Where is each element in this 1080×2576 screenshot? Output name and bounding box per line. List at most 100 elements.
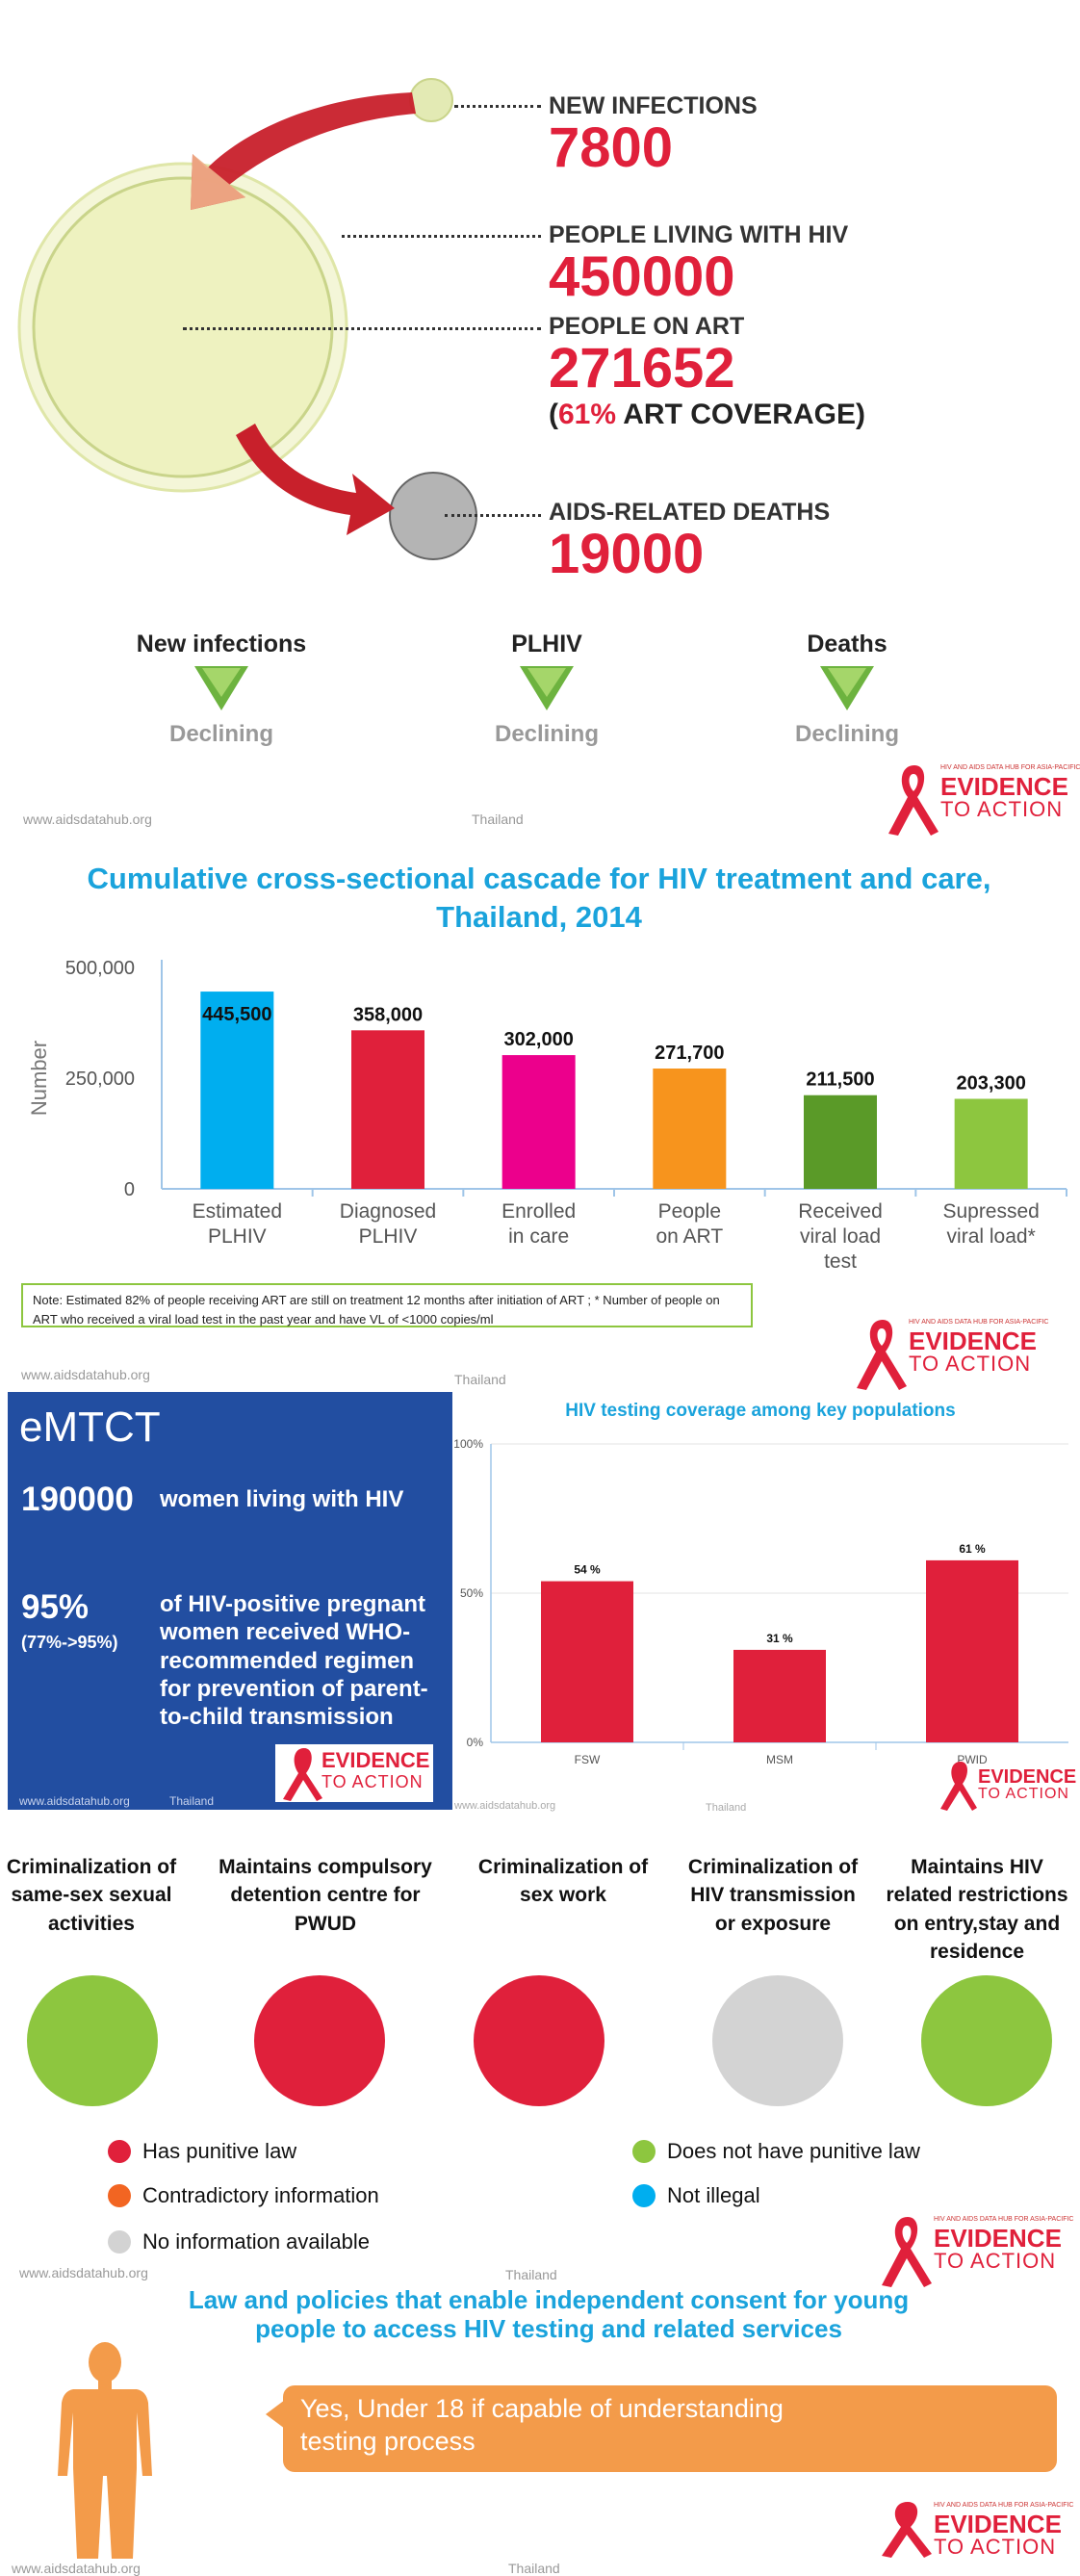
y-tick-label: 500,000 <box>65 958 135 979</box>
on-art-block: PEOPLE ON ART 271652 (61% ART COVERAGE) <box>549 313 865 431</box>
x-category-label: Estimated PLHIV <box>193 1200 282 1248</box>
legend-label: Has punitive law <box>142 2139 297 2163</box>
source-site: www.aidsdatahub.org <box>12 2561 141 2576</box>
outflow-arrow <box>236 424 395 535</box>
inflow-arrow <box>191 92 416 210</box>
trend-title: PLHIV <box>511 631 582 657</box>
crim-label-hiv-transmission: Criminalization of HIV transmission or e… <box>687 1856 859 1935</box>
legend-dot-icon <box>108 2184 131 2207</box>
y-axis-label: Number <box>27 1041 51 1116</box>
evidence-to-action-logo: HIV AND AIDS DATA HUB FOR ASIA-PACIFIC E… <box>881 760 1080 837</box>
legend: Has punitive law Does not have punitive l… <box>108 2139 974 2283</box>
x-category-label: Diagnosed PLHIV <box>340 1200 436 1248</box>
source-country: Thailand <box>454 1372 506 1387</box>
y-tick-label: 100% <box>453 1437 483 1451</box>
x-category-label: FSW <box>575 1753 601 1766</box>
testing-title: HIV testing coverage among key populatio… <box>565 1401 956 1421</box>
down-triangle-icon <box>520 666 574 710</box>
cascade-note: Note: Estimated 82% of people receiving … <box>21 1283 753 1327</box>
deaths-block: AIDS-RELATED DEATHS 19000 <box>549 499 830 582</box>
emtct-women-text: women living with HIV <box>160 1486 404 1512</box>
down-triangle-icon <box>820 666 874 710</box>
source-country: Thailand <box>706 1802 747 1814</box>
crim-label-sex-work: Criminalization of sex work <box>477 1856 649 1907</box>
evidence-to-action-logo: HIV AND AIDS DATA HUB FOR ASIA-PACIFIC E… <box>874 2498 1073 2558</box>
overview-graphic <box>17 78 477 560</box>
source-site: www.aidsdatahub.org <box>19 2265 148 2280</box>
plhiv-connector <box>342 235 541 238</box>
source-site: www.aidsdatahub.org <box>19 1794 130 1808</box>
bar-1 <box>351 1030 424 1189</box>
evidence-to-action-logo: HIV AND AIDS DATA HUB FOR ASIA-PACIFIC E… <box>849 1315 1048 1392</box>
red-ribbon-icon <box>940 1762 977 1811</box>
emtct-women-value: 190000 <box>21 1481 134 1518</box>
crim-label-same-sex: Criminalization of same-sex sexual activ… <box>6 1856 177 1935</box>
x-category-label: Received viral load test <box>798 1200 883 1273</box>
trend-status: Declining <box>794 721 899 747</box>
x-category-label: Enrolled in care <box>501 1200 576 1248</box>
emtct-heading: eMTCT <box>19 1404 161 1451</box>
y-tick-label: 0 <box>124 1179 135 1200</box>
new-infections-label: NEW INFECTIONS <box>549 92 758 119</box>
status-circle-2 <box>474 1975 604 2106</box>
legend-dot-icon <box>108 2140 131 2163</box>
source-country: Thailand <box>505 2267 557 2282</box>
speech-pointer <box>266 2400 285 2429</box>
deaths-connector <box>445 514 541 517</box>
bar-value-label: 302,000 <box>504 1029 574 1050</box>
legend-item: Has punitive law <box>108 2139 296 2164</box>
crim-label-travel-restrictions: Maintains HIV related restrictions on en… <box>886 1856 1068 1964</box>
bar-value-label: 31 % <box>766 1632 793 1645</box>
legend-label: Does not have punitive law <box>667 2139 920 2163</box>
legend-dot-icon <box>108 2230 131 2254</box>
consent-title: Law and policies that enable independent… <box>188 2285 910 2343</box>
red-ribbon-icon <box>882 2502 932 2558</box>
bar-value-label: 358,000 <box>353 1004 423 1025</box>
legend-dot-icon <box>632 2140 656 2163</box>
trend-status: Declining <box>494 721 599 747</box>
legend-label: No information available <box>142 2229 371 2254</box>
deaths-value: 19000 <box>549 523 705 585</box>
on-art-label: PEOPLE ON ART <box>549 313 745 340</box>
source-country: Thailand <box>472 811 524 827</box>
bar-value-label: 271,700 <box>655 1043 724 1064</box>
source-site: www.aidsdatahub.org <box>454 1800 556 1812</box>
legend-label: Not illegal <box>667 2183 760 2207</box>
bar-fsw <box>541 1581 633 1742</box>
on-art-value: 271652 <box>549 337 735 399</box>
art-coverage: (61% ART COVERAGE) <box>549 399 865 430</box>
legend-item: No information available <box>108 2229 370 2254</box>
deaths-label: AIDS-RELATED DEATHS <box>549 499 831 526</box>
emtct-pct-range: (77%->95%) <box>21 1633 118 1652</box>
bar-value-label: 61 % <box>959 1542 986 1556</box>
trend-status: Declining <box>168 721 273 747</box>
cascade-title: Cumulative cross-sectional cascade for H… <box>87 862 991 935</box>
plhiv-label: PEOPLE LIVING WITH HIV <box>549 221 849 248</box>
bar-value-label: 445,500 <box>202 1004 271 1025</box>
legend-item: Not illegal <box>632 2183 760 2208</box>
legend-label: Contradictory information <box>142 2183 379 2207</box>
bar-0 <box>200 992 274 1189</box>
red-ribbon-icon <box>857 1320 907 1390</box>
evidence-to-action-logo: EVIDENCE TO ACTION <box>936 1758 1076 1812</box>
status-circle-1 <box>254 1975 385 2106</box>
bar-value-label: 203,300 <box>957 1072 1026 1094</box>
y-tick-label: 250,000 <box>65 1069 135 1090</box>
legend-dot-icon <box>632 2184 656 2207</box>
bar-pwid <box>926 1559 1018 1742</box>
trend-title: New infections <box>136 631 307 657</box>
x-category-label: People on ART <box>656 1200 724 1248</box>
evidence-to-action-logo: EVIDENCE TO ACTION <box>275 1744 433 1802</box>
x-category-label: MSM <box>766 1753 793 1766</box>
bar-value-label: 211,500 <box>806 1069 874 1091</box>
crim-label-detention: Maintains compulsory detention centre fo… <box>219 1856 432 1935</box>
new-infections-connector <box>454 105 541 108</box>
bar-5 <box>954 1098 1028 1189</box>
new-infections-circle <box>409 78 453 122</box>
y-tick-label: 50% <box>460 1586 483 1600</box>
status-circle-0 <box>27 1975 158 2106</box>
status-circle-3 <box>712 1975 843 2106</box>
legend-item: Does not have punitive law <box>632 2139 920 2164</box>
trend-deaths: Deaths Declining <box>732 631 963 748</box>
